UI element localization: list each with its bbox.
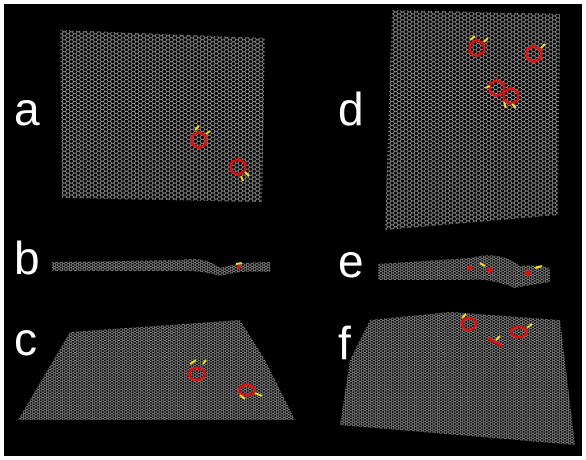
panel-label: b	[14, 232, 40, 284]
defect	[237, 265, 241, 269]
graphene-sheet	[60, 30, 265, 202]
defect-bond	[236, 263, 242, 264]
defect	[487, 267, 493, 273]
defect	[525, 270, 531, 276]
panel-a	[60, 30, 265, 202]
panel-d	[385, 10, 560, 230]
panel-label: f	[338, 317, 351, 369]
panel-label: c	[14, 313, 37, 365]
defect	[468, 266, 473, 271]
panel-label: a	[14, 83, 40, 135]
panel-f	[340, 312, 575, 445]
panel-label: d	[338, 83, 364, 135]
graphene-sheet	[340, 312, 575, 445]
figure: a b c d e f	[0, 0, 586, 460]
panel-label: e	[338, 235, 364, 287]
